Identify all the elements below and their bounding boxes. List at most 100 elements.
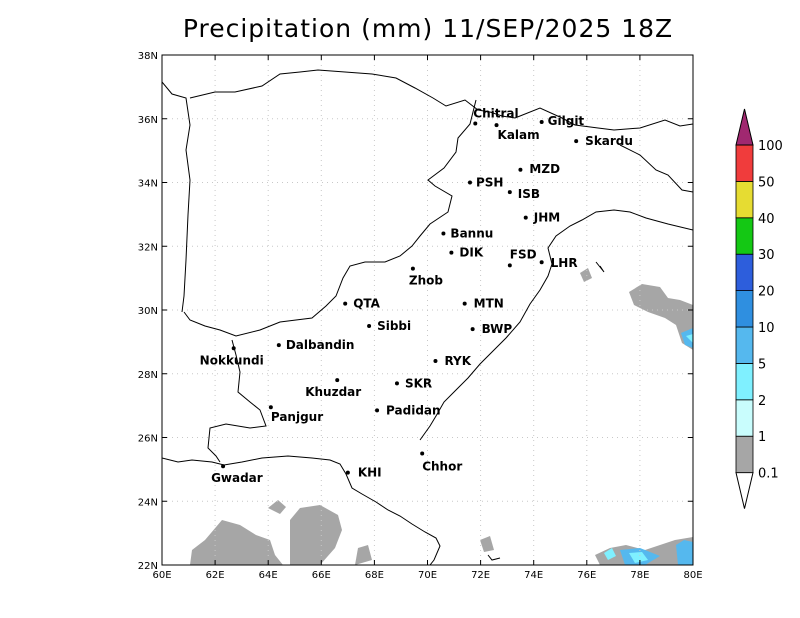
city-dot-chitral	[473, 121, 478, 126]
colorbar-swatch	[735, 326, 754, 364]
city-dot-gilgit	[539, 119, 544, 124]
city-label-jhm: JHM	[533, 211, 560, 225]
city-label-khuzdar: Khuzdar	[305, 385, 361, 399]
city-dot-dalbandin	[276, 343, 281, 348]
city-label-lhr: LHR	[551, 256, 578, 270]
city-dot-dik	[449, 250, 454, 255]
city-dot-lhr	[539, 260, 544, 265]
colorbar-label: 20	[758, 285, 775, 300]
city-dot-gwadar	[221, 464, 226, 469]
lon-tick-label: 62E	[206, 570, 225, 581]
boundaries	[162, 69, 693, 565]
kashmir-east	[619, 144, 693, 193]
city-label-mzd: MZD	[529, 162, 560, 176]
colorbar-label: 100	[758, 139, 783, 154]
city-label-nokkundi: Nokkundi	[200, 353, 264, 367]
lat-tick-label: 26N	[138, 434, 158, 445]
afghanistan-north-border	[189, 69, 516, 119]
colorbar-swatch	[735, 253, 754, 291]
city-dot-panjgur	[268, 405, 273, 410]
lat-tick-label: 30N	[138, 306, 158, 317]
lon-tick-label: 66E	[312, 570, 331, 581]
city-markers: Chitral Gilgit Kalam Skardu MZD PSH ISB JHM Bann…	[200, 107, 633, 486]
city-label-fsd: FSD	[510, 247, 537, 261]
colorbar-swatch	[735, 435, 754, 474]
city-dot-isb	[507, 190, 512, 195]
city-label-khi: KHI	[358, 466, 382, 480]
city-label-gilgit: Gilgit	[548, 114, 585, 128]
lon-tick-label: 74E	[524, 570, 543, 581]
city-label-gwadar: Gwadar	[211, 471, 263, 485]
city-label-bwp: BWP	[482, 322, 513, 336]
kashmir-boundary	[514, 107, 693, 131]
city-label-skardu: Skardu	[585, 134, 633, 148]
iran-afghan-border	[162, 81, 191, 313]
colorbar-swatch	[735, 144, 754, 182]
city-label-panjgur: Panjgur	[271, 410, 323, 424]
city-label-mtn: MTN	[474, 297, 504, 311]
city-label-bannu: Bannu	[450, 227, 493, 241]
lat-tick-label: 38N	[138, 51, 158, 62]
lon-tick-label: 80E	[683, 570, 702, 581]
city-dot-khuzdar	[335, 378, 340, 383]
city-dot-mtn	[462, 301, 467, 306]
city-dot-skardu	[574, 139, 579, 144]
colorbar-label: 1	[758, 430, 766, 445]
city-label-qta: QTA	[353, 297, 380, 311]
lat-tick-label: 24N	[138, 497, 158, 508]
pakistan-india-border	[419, 209, 693, 441]
colorbar-label: 30	[758, 248, 775, 263]
colorbar-swatch	[735, 399, 754, 437]
city-dot-skr	[394, 381, 399, 386]
city-dot-fsd	[507, 263, 512, 268]
lat-tick-label: 36N	[138, 115, 158, 126]
city-dot-mzd	[518, 167, 523, 172]
colorbar-label: 10	[758, 321, 775, 336]
city-label-skr: SKR	[405, 376, 432, 390]
lat-tick-label: 28N	[138, 370, 158, 381]
city-label-zhob: Zhob	[409, 274, 443, 288]
city-dot-nokkundi	[231, 346, 236, 351]
colorbar-swatch	[735, 180, 754, 219]
colorbar-swatch	[735, 290, 754, 328]
city-label-ryk: RYK	[444, 354, 471, 368]
city-label-kalam: Kalam	[498, 128, 540, 142]
chart-title: Precipitation (mm) 11/SEP/2025 18Z	[182, 14, 674, 43]
colorbar-label: 40	[758, 212, 775, 227]
city-dot-bannu	[441, 231, 446, 236]
lon-tick-label: 72E	[471, 570, 490, 581]
city-dot-chhor	[420, 451, 425, 456]
lon-tick-label: 78E	[630, 570, 649, 581]
lon-tick-label: 76E	[577, 570, 596, 581]
city-label-chitral: Chitral	[473, 107, 518, 121]
lat-tick-label: 32N	[138, 242, 158, 253]
coastline	[162, 455, 441, 565]
colorbar-label: 0.1	[758, 467, 779, 482]
colorbar-upper-arrow	[735, 108, 754, 146]
lat-tick-label: 22N	[138, 561, 158, 572]
iran-pakistan-border	[207, 339, 267, 463]
colorbar-swatch	[735, 362, 754, 401]
colorbar-swatch	[735, 217, 754, 255]
city-label-psh: PSH	[476, 176, 503, 190]
pakistan-afghan-border	[183, 99, 477, 337]
city-label-dalbandin: Dalbandin	[286, 338, 355, 352]
lon-tick-label: 70E	[418, 570, 437, 581]
city-label-chhor: Chhor	[422, 459, 462, 473]
colorbar-label: 5	[758, 357, 766, 372]
lon-tick-label: 64E	[259, 570, 278, 581]
city-dot-qta	[343, 301, 348, 306]
city-dot-khi	[345, 470, 350, 475]
city-dot-ryk	[433, 359, 438, 363]
city-dot-psh	[467, 180, 472, 185]
city-dot-sibbi	[367, 323, 372, 328]
colorbar-lower-arrow	[735, 472, 754, 509]
city-dot-jhm	[523, 215, 528, 220]
city-label-padidan: Padidan	[386, 403, 441, 417]
city-dot-zhob	[410, 266, 415, 271]
city-dot-kalam	[494, 123, 499, 128]
axis-ticks: 60E 62E 64E 66E 68E 70E 72E 74E 76E 78E 80E 22N 24N 2…	[138, 51, 703, 581]
city-label-sibbi: Sibbi	[377, 319, 411, 333]
city-dot-bwp	[470, 327, 475, 332]
